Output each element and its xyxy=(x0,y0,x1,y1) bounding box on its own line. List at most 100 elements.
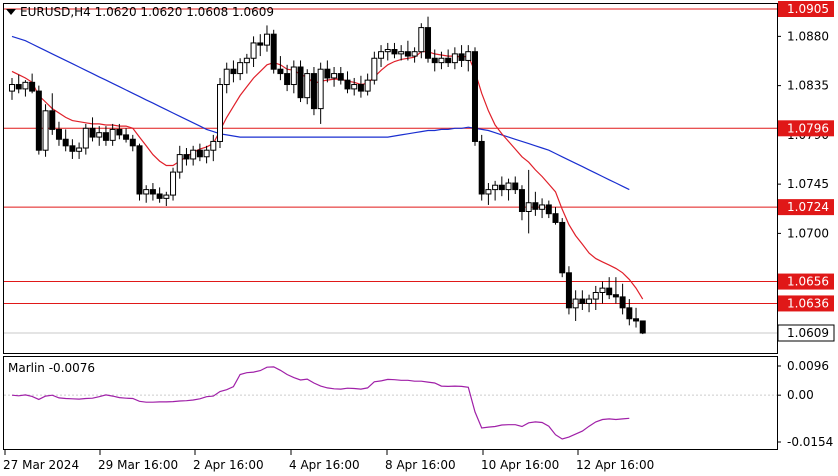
candle xyxy=(619,283,626,315)
candle-body xyxy=(62,138,69,147)
candle-body xyxy=(485,189,492,195)
symbol-menu-triangle-icon[interactable] xyxy=(6,9,16,15)
candle-body xyxy=(445,57,452,64)
candle-body xyxy=(478,140,485,195)
candle-body xyxy=(176,154,183,173)
candle-body xyxy=(270,33,277,70)
candle xyxy=(371,51,378,85)
candle-body xyxy=(250,42,257,59)
indicator-axis: 0.0096 0.00 -0.0154 xyxy=(777,359,833,449)
candle-body xyxy=(82,127,89,149)
level-price-label: 1.0724 xyxy=(787,200,829,214)
candle xyxy=(485,183,492,205)
candle-body xyxy=(237,62,244,75)
candle xyxy=(532,191,539,216)
candle-body xyxy=(277,68,284,75)
candle-body xyxy=(471,51,478,142)
candle-body xyxy=(123,134,130,140)
candle xyxy=(15,74,22,94)
candle xyxy=(445,49,452,68)
candle-body xyxy=(331,73,338,79)
candle xyxy=(29,73,36,94)
price-axis: 1.08801.08351.07901.07451.07001.09051.07… xyxy=(777,1,835,342)
x-tick-label: 8 Apr 16:00 xyxy=(385,458,456,472)
candle-body xyxy=(156,193,163,199)
candle xyxy=(82,123,89,155)
candle-body xyxy=(371,57,378,81)
candle xyxy=(35,85,42,155)
candle-body xyxy=(89,127,96,138)
candle xyxy=(42,104,49,157)
level-price-tag xyxy=(778,295,834,312)
candle-body xyxy=(76,147,83,152)
candle-body xyxy=(498,184,505,191)
x-tick-label: 29 Mar 16:00 xyxy=(98,458,178,472)
candle xyxy=(418,23,425,59)
candle-body xyxy=(398,51,405,55)
candle xyxy=(606,277,613,300)
candle xyxy=(344,71,351,94)
candle-body xyxy=(492,184,499,191)
candle xyxy=(512,176,519,194)
candle xyxy=(398,45,405,61)
candle xyxy=(22,80,29,97)
indicator-label: Marlin -0.0076 xyxy=(8,361,95,375)
candlestick-series xyxy=(9,16,646,335)
candle-body xyxy=(612,294,619,298)
candle xyxy=(586,294,593,313)
candle xyxy=(223,62,230,94)
candle-body xyxy=(438,57,445,64)
candle-body xyxy=(15,84,22,90)
level-price-label: 1.0636 xyxy=(787,296,829,310)
time-axis: 27 Mar 2024 29 Mar 16:00 2 Apr 16:00 4 Apr … xyxy=(3,450,654,472)
candle xyxy=(378,45,385,68)
candle-body xyxy=(337,73,344,81)
candle-body xyxy=(351,84,358,90)
candle-body xyxy=(263,33,270,46)
candle-body xyxy=(572,298,579,309)
candle xyxy=(478,134,485,201)
candle xyxy=(592,285,599,311)
candle-body xyxy=(290,66,297,86)
candle-body xyxy=(431,57,438,64)
candle-body xyxy=(284,73,291,86)
candle xyxy=(565,266,572,315)
candle-body xyxy=(69,145,76,152)
candle-body xyxy=(230,68,237,75)
candle xyxy=(337,67,344,85)
candle xyxy=(123,128,130,143)
candle-body xyxy=(404,51,411,57)
candle-body xyxy=(465,51,472,61)
marlin-line xyxy=(11,366,630,440)
y-tick-label: 1.0745 xyxy=(787,177,829,191)
candle xyxy=(263,25,270,52)
candle xyxy=(196,143,203,162)
level-price-tag xyxy=(778,199,834,216)
main-pane-frame xyxy=(3,3,778,354)
x-tick-label: 10 Apr 16:00 xyxy=(481,458,559,472)
x-tick-label: 27 Mar 2024 xyxy=(3,458,79,472)
y-tick-label: 1.0835 xyxy=(787,79,829,93)
candle-body xyxy=(210,140,217,151)
candle xyxy=(364,73,371,96)
candle xyxy=(284,64,291,92)
candle-body xyxy=(539,204,546,210)
candle-body xyxy=(451,53,458,64)
candle-body xyxy=(425,27,432,59)
candle xyxy=(243,53,250,74)
candle xyxy=(210,134,217,162)
candle-body xyxy=(29,81,36,92)
candle xyxy=(458,45,465,68)
indicator-tick-label: 0.00 xyxy=(787,388,814,402)
candle-body xyxy=(565,272,572,309)
candle-body xyxy=(143,189,150,195)
candle xyxy=(572,290,579,321)
candle xyxy=(391,42,398,59)
candle-body xyxy=(223,68,230,86)
candle xyxy=(9,77,15,100)
candle xyxy=(163,191,170,207)
candle xyxy=(96,126,103,146)
candle xyxy=(331,67,338,87)
candle xyxy=(465,45,472,72)
